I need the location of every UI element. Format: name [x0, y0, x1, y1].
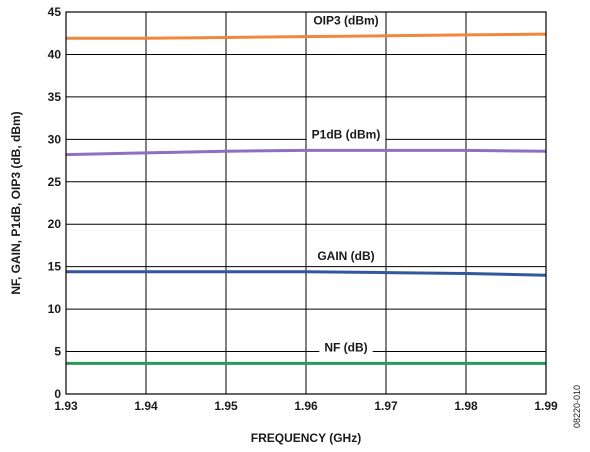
series-label: NF (dB)	[324, 340, 367, 354]
series-label-background	[319, 339, 373, 356]
series-label: P1dB (dBm)	[312, 127, 381, 141]
grid	[65, 11, 547, 395]
y-tick-label: 5	[54, 345, 61, 359]
y-axis-title: NF, GAIN, P1dB, OIP3 (dB, dBm)	[9, 111, 23, 294]
series-label: OIP3 (dBm)	[313, 14, 378, 28]
plot-frame	[65, 11, 547, 395]
y-tick-label: 15	[48, 260, 62, 274]
y-tick-label: 40	[48, 47, 62, 61]
x-tick-label: 1.98	[454, 399, 478, 413]
series-label-background	[308, 12, 384, 29]
series-labels: OIP3 (dBm) P1dB (dBm) GAIN (dB) NF (dB)	[306, 12, 386, 356]
x-tick-label: 1.95	[214, 399, 238, 413]
y-tick-label: 30	[48, 132, 62, 146]
y-tick-label: 10	[48, 302, 62, 316]
x-tick-label: 1.99	[534, 399, 558, 413]
series-line	[66, 32, 547, 40]
x-tick-label: 1.94	[134, 399, 158, 413]
x-axis-title: FREQUENCY (GHz)	[251, 431, 361, 445]
series-label-background	[312, 247, 380, 264]
x-tick-labels: 1.93 1.94 1.95 1.96 1.97 1.98 1.99	[54, 399, 558, 413]
series-line	[65, 148, 547, 157]
y-tick-label: 35	[48, 90, 62, 104]
series-label-background	[306, 126, 386, 143]
x-tick-label: 1.93	[54, 399, 78, 413]
series-label: GAIN (dB)	[317, 249, 374, 263]
y-tick-label: 25	[48, 175, 62, 189]
y-tick-label: 20	[48, 217, 62, 231]
y-tick-label: 45	[48, 5, 62, 19]
x-tick-label: 1.96	[294, 399, 318, 413]
series-lines	[65, 32, 547, 365]
y-tick-label: 0	[54, 387, 61, 401]
series-line	[66, 270, 547, 277]
figure-id: 08220-010	[572, 385, 582, 428]
y-tick-labels: 0 5 10 15 20 25 30 35 40 45	[48, 5, 62, 401]
x-tick-label: 1.97	[374, 399, 398, 413]
